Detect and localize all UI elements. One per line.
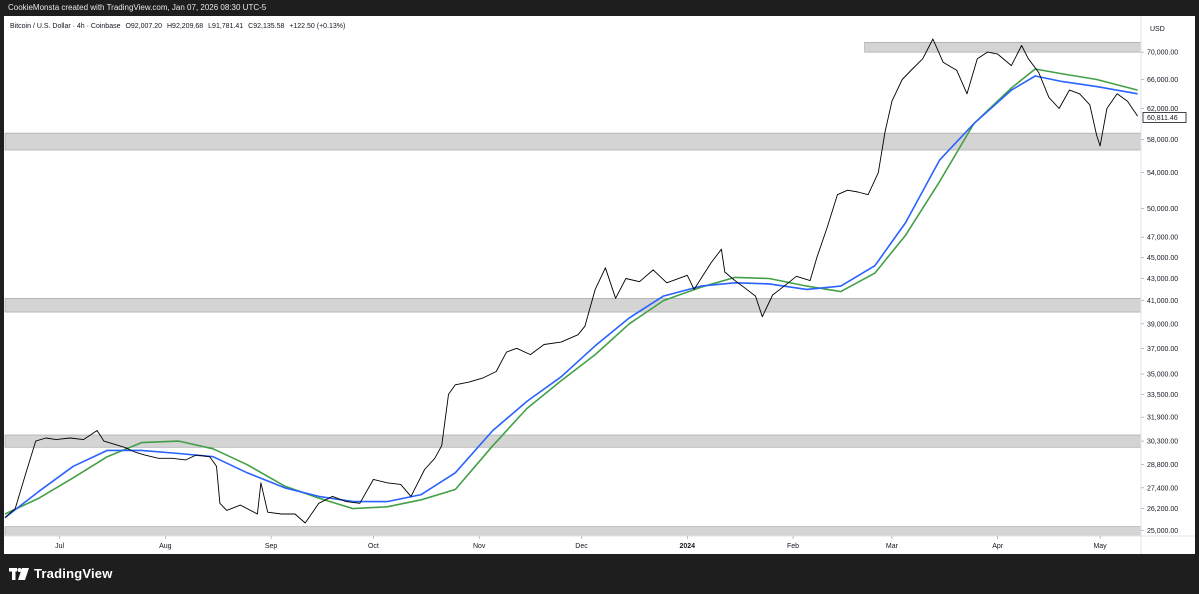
price-line	[4, 38, 1138, 524]
y-tick-label: 31,900.00	[1147, 415, 1178, 422]
x-tick-label: 2024	[679, 543, 695, 550]
ohlc-open: O92,007.20	[125, 23, 163, 30]
x-tick-label: Mar	[886, 543, 899, 550]
ohlc-high: H92,209.68	[167, 23, 204, 30]
x-tick-label: Aug	[159, 543, 172, 550]
y-tick-label: 33,500.00	[1147, 392, 1178, 399]
y-tick-label: 41,000.00	[1147, 298, 1178, 305]
ohlc-low: L91,781.41	[208, 23, 244, 30]
ohlc-close: C92,135.58	[248, 23, 285, 30]
y-tick-label: 35,000.00	[1147, 372, 1178, 379]
zone-0	[864, 41, 1142, 53]
last-price-marker: 60,811.46	[1142, 112, 1187, 123]
y-tick-label: 28,800.00	[1147, 462, 1178, 469]
y-tick-label: 45,000.00	[1147, 255, 1178, 262]
zone-1	[4, 132, 1142, 151]
price-axis-ticks: 70,000.00 66,000.00 62,000.00 58,000.00 54,0…	[1141, 50, 1178, 535]
x-tick-label: Apr	[992, 543, 1004, 550]
y-tick-label: 43,000.00	[1147, 276, 1178, 283]
x-tick-label: Oct	[368, 543, 379, 550]
series	[4, 38, 1138, 524]
x-tick-label: Jul	[55, 543, 64, 550]
y-tick-label: 39,000.00	[1147, 321, 1178, 328]
support-resistance-zones	[4, 41, 1142, 537]
tradingview-brand-text: TradingView	[34, 566, 113, 581]
y-tick-label: 70,000.00	[1147, 50, 1178, 57]
y-tick-label: 27,400.00	[1147, 485, 1178, 492]
created-with-caption: CookieMonsta created with TradingView.co…	[8, 3, 267, 12]
x-tick-label: Sep	[265, 543, 278, 550]
y-tick-label: 26,200.00	[1147, 506, 1178, 513]
symbol-name: Bitcoin / U.S. Dollar · 4h · Coinbase	[10, 23, 121, 30]
y-tick-label: 25,000.00	[1147, 528, 1178, 535]
ohlc-change: +122.50 (+0.13%)	[289, 23, 346, 30]
x-tick-label: Dec	[575, 543, 588, 550]
tradingview-logo-icon	[9, 567, 29, 580]
y-tick-label: 30,300.00	[1147, 439, 1178, 446]
tradingview-logo[interactable]: TradingView	[9, 566, 113, 581]
x-tick-label: Nov	[473, 543, 486, 550]
last-price-label: 60,811.46	[1147, 115, 1178, 122]
x-tick-label: May	[1093, 543, 1107, 550]
currency-label: USD	[1150, 26, 1165, 33]
time-axis-ticks: Jul Aug Sep Oct Nov Dec 2024 Feb Mar Apr May	[55, 536, 1107, 550]
symbol-info-line: Bitcoin / U.S. Dollar · 4h · Coinbase O9…	[10, 23, 348, 30]
y-tick-label: 47,000.00	[1147, 235, 1178, 242]
y-tick-label: 62,000.00	[1147, 106, 1178, 113]
y-tick-label: 54,000.00	[1147, 170, 1178, 177]
last-price-box	[1142, 112, 1187, 123]
y-tick-label: 50,000.00	[1147, 206, 1178, 213]
x-tick-label: Feb	[787, 543, 799, 550]
y-tick-label: 66,000.00	[1147, 77, 1178, 84]
y-tick-label: 37,000.00	[1147, 346, 1178, 353]
axes: USD	[4, 16, 1195, 554]
chart-panel[interactable]	[4, 16, 1195, 554]
zone-2	[4, 298, 1142, 313]
y-tick-label: 58,000.00	[1147, 137, 1178, 144]
zone-4	[4, 526, 1142, 537]
ma_slow-line	[4, 68, 1138, 515]
